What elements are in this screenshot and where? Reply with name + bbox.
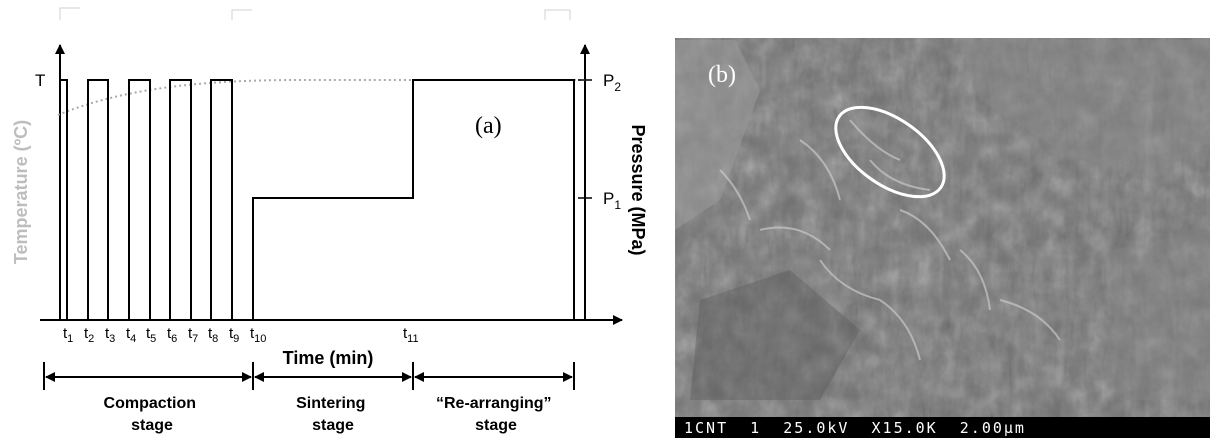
time-tick-label: t6 [167, 325, 177, 345]
right-tick-low-label: P1 [603, 189, 621, 212]
time-tick-label: t5 [146, 325, 156, 345]
pressure-waveform [60, 79, 585, 321]
stage-label-sintering: Sintering stage [296, 395, 370, 434]
stage-brackets [43, 362, 575, 390]
time-tick-labels: t1 t2 t3 t4 t5 t6 t7 t8 t9 t10 t11 [63, 325, 419, 345]
right-tick-high-label: P2 [603, 71, 621, 94]
time-axis-title: Time (min) [283, 348, 374, 368]
time-tick-label: t10 [250, 325, 266, 345]
temperature-curve [57, 78, 585, 116]
sem-info-bar: 1CNT 1 25.0kV X15.0K 2.00µm [684, 419, 1026, 437]
top-decoration [59, 7, 571, 20]
time-tick-label: t4 [126, 325, 136, 345]
highlight-ellipse [834, 105, 946, 199]
panel-a-label: (a) [475, 113, 502, 139]
stage-label-compaction: Compaction stage [104, 395, 201, 434]
time-tick-label: t2 [84, 325, 94, 345]
panel-a: T P2 P1 (a) Temperature (ºC) Pressure (M… [11, 44, 648, 434]
time-tick-label: t1 [63, 325, 73, 345]
panel-b-label: (b) [708, 62, 736, 88]
left-axis-title: Temperature (ºC) [11, 120, 31, 264]
left-tick-label: T [35, 71, 45, 90]
time-tick-label: t7 [188, 325, 198, 345]
time-tick-label: t3 [105, 325, 115, 345]
right-axis-title: Pressure (MPa) [628, 124, 648, 255]
time-tick-label: t11 [403, 325, 419, 345]
panel-b-sem-image: 1CNT 1 25.0kV X15.0K 2.00µm [675, 38, 1210, 438]
time-tick-label: t8 [208, 325, 218, 345]
time-tick-label: t9 [229, 325, 239, 345]
stage-label-rearranging: “Re-arranging” stage [436, 395, 556, 434]
